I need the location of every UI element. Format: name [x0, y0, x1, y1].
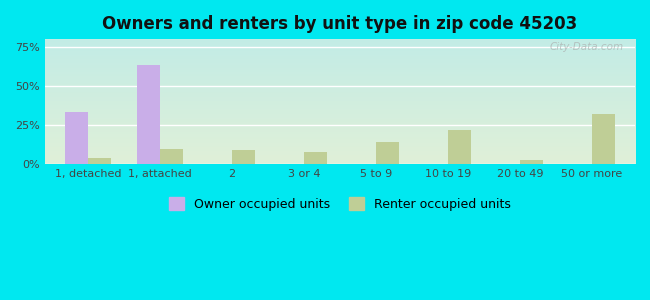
Bar — [376, 142, 399, 164]
Legend: Owner occupied units, Renter occupied units: Owner occupied units, Renter occupied un… — [169, 197, 511, 211]
Bar — [88, 158, 111, 164]
Bar — [160, 148, 183, 164]
Bar — [520, 160, 543, 164]
Bar — [232, 150, 255, 164]
Bar — [448, 130, 471, 164]
Text: City-Data.com: City-Data.com — [549, 43, 623, 52]
Bar — [136, 65, 160, 164]
Bar — [304, 152, 327, 164]
Title: Owners and renters by unit type in zip code 45203: Owners and renters by unit type in zip c… — [102, 15, 577, 33]
Bar — [65, 112, 88, 164]
Bar — [592, 114, 615, 164]
